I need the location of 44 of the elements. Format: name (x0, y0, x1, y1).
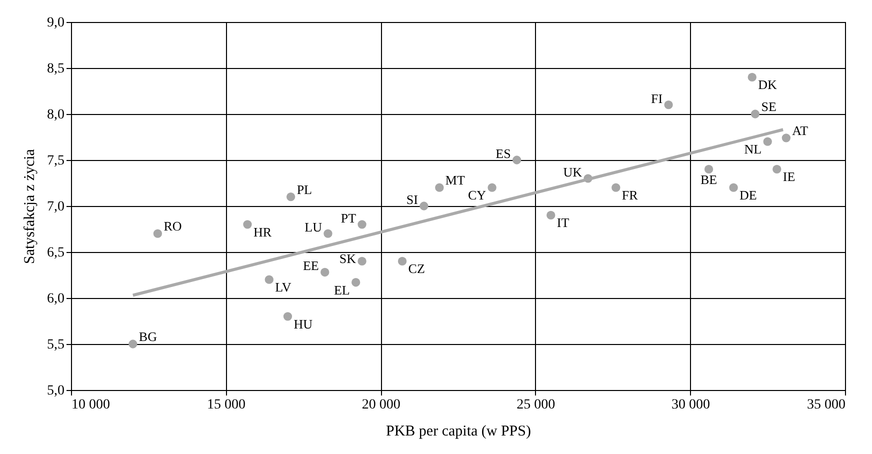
data-label: BG (138, 329, 157, 344)
x-tick-label: 15 000 (207, 398, 246, 412)
x-tick-label: 20 000 (362, 398, 400, 412)
x-tick-label: 10 000 (72, 398, 110, 412)
data-label: SE (761, 99, 776, 114)
data-label: FI (650, 90, 663, 106)
data-label: SI (406, 192, 418, 207)
data-label: CZ (408, 261, 425, 276)
data-label: SK (339, 251, 357, 266)
data-label: UK (563, 164, 583, 180)
data-label: HR (253, 224, 272, 240)
data-label: BE (700, 172, 718, 188)
data-label: IE (782, 169, 796, 184)
data-label: CY (468, 188, 487, 203)
x-axis-title: PKB per capita (w PPS) (386, 424, 531, 440)
y-tick-label: 7,5 (47, 154, 64, 168)
y-tick-label: 7,0 (47, 200, 64, 214)
y-tick-label: 8,5 (47, 62, 64, 76)
data-label: HU (294, 316, 314, 332)
y-tick-label: 9,0 (47, 16, 64, 30)
data-label: DK (758, 77, 778, 92)
data-label: LV (275, 280, 292, 295)
data-label: RO (164, 218, 182, 234)
y-tick-label: 5,5 (47, 338, 64, 352)
data-label: LU (304, 220, 323, 235)
data-label: DE (740, 188, 757, 203)
y-tick-label: 6,5 (47, 246, 64, 260)
x-tick-label: 30 000 (671, 398, 710, 412)
x-tick-label: 35 000 (807, 398, 846, 412)
data-label: EE (302, 258, 319, 274)
data-label: PL (296, 182, 312, 197)
data-label: FR (622, 188, 638, 203)
y-tick-label: 5,0 (47, 384, 64, 398)
data-label: PT (340, 210, 356, 226)
data-label: AT (792, 122, 808, 138)
data-label: NL (744, 142, 762, 157)
data-label: ES (496, 146, 511, 161)
y-axis-title: Satysfakcja z życia (22, 148, 38, 264)
x-tick-label: 25 000 (516, 398, 556, 412)
y-tick-label: 6,0 (47, 292, 64, 306)
data-label: MT (445, 172, 465, 188)
y-tick-label: 8,0 (47, 108, 64, 122)
data-label: IT (556, 215, 570, 230)
data-label: EL (334, 282, 350, 298)
